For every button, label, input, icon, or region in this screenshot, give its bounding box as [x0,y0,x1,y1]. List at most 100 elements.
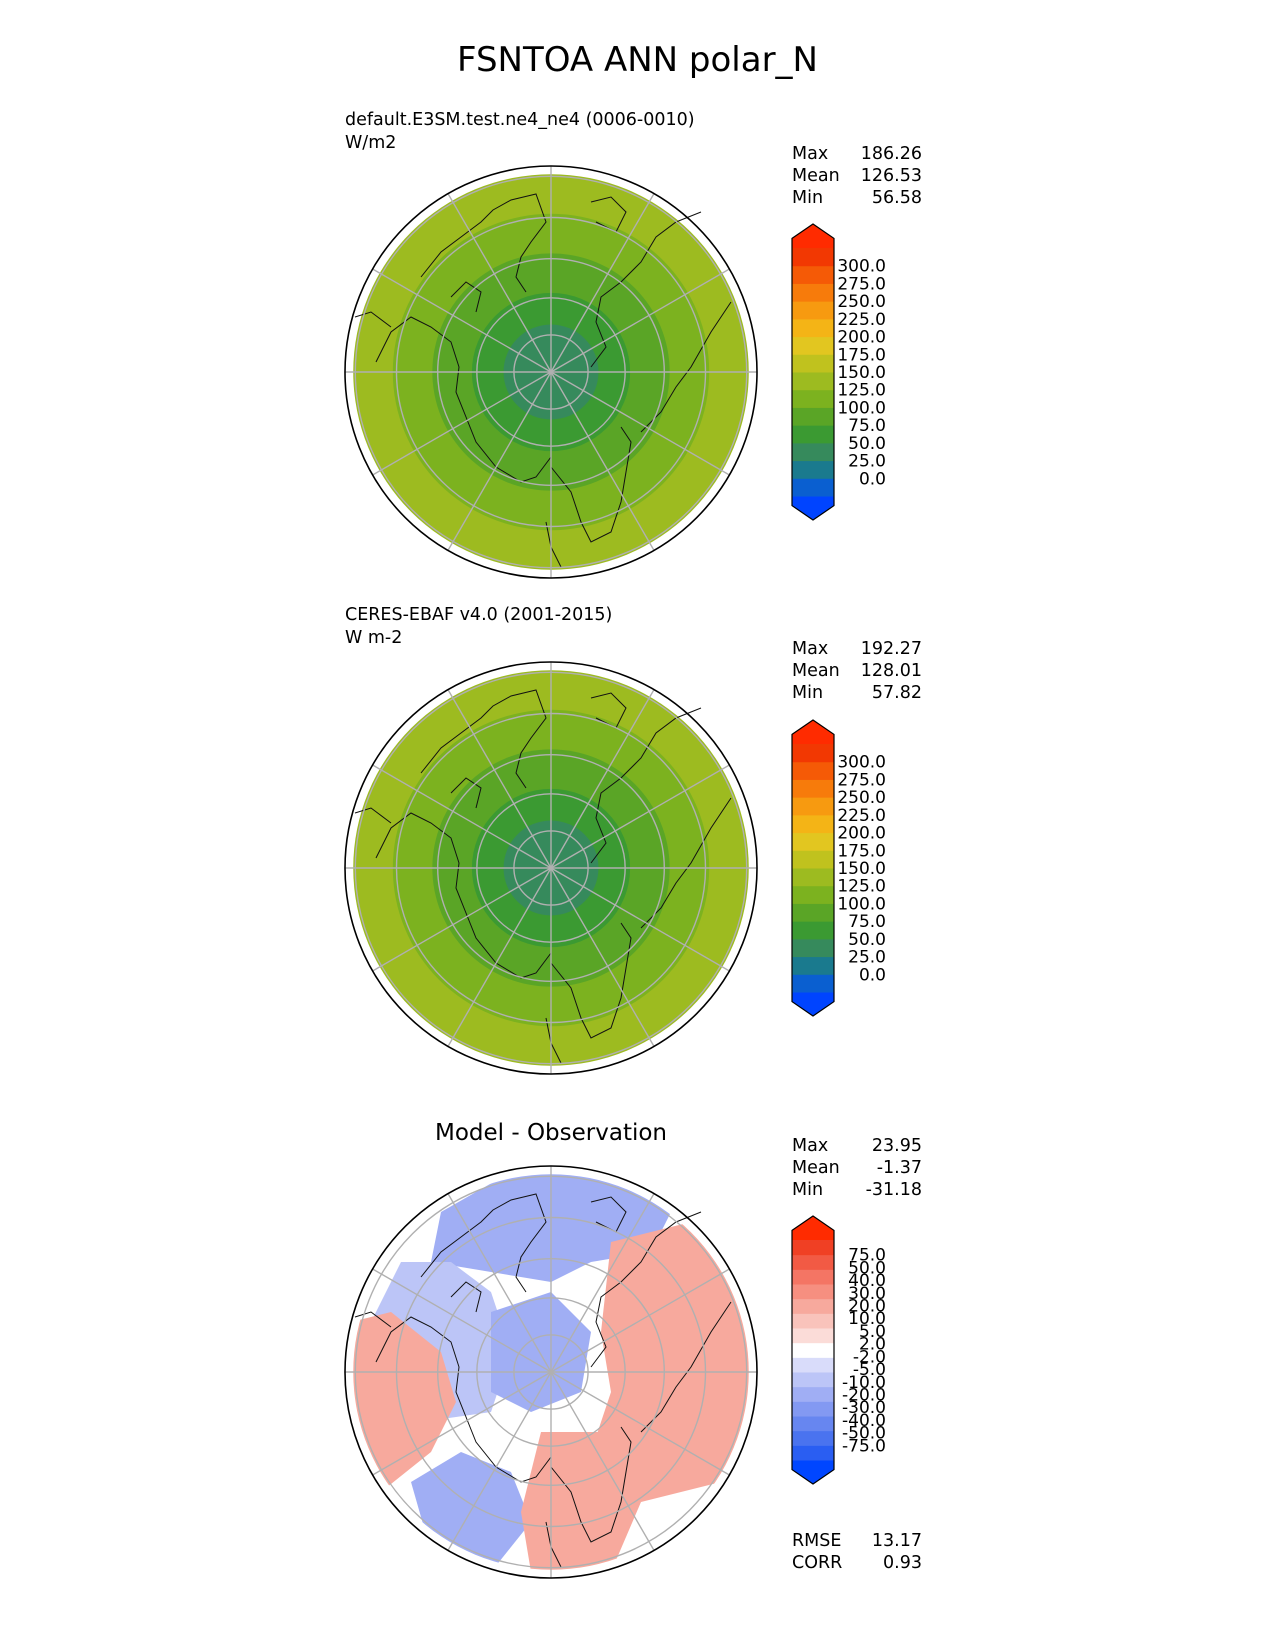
colorbar-swatch [792,248,834,267]
coastline-alaska [354,1311,392,1328]
meridian-line [550,689,655,869]
field-region-canada [353,1312,456,1492]
coastline-siberia [640,797,732,929]
coastline-scandinavia [550,426,632,543]
colorbar-tick-label: 0.0 [859,965,886,985]
coastlines [354,1193,732,1568]
graticule [345,166,757,578]
meridian-line [550,371,730,476]
meridian-line [447,193,552,373]
colorbar-swatch [792,389,834,408]
colorbar-swatch [792,1240,834,1256]
colorbar-tick-label: 150.0 [837,363,886,383]
coastline-greenland [420,1193,547,1293]
figure-title: FSNTOA ANN polar_N [457,40,818,80]
colorbar-tick-label: 5.0 [859,1322,886,1342]
meridian-line [550,193,655,373]
coastline-siberia-east [590,1211,702,1368]
meridian-line [372,764,552,869]
colorbar-tick-label: 25.0 [848,948,886,968]
meridian-line [550,867,655,1047]
colorbar-tick-label: 300.0 [837,753,886,773]
map-boundary [344,1165,758,1579]
colorbar-tick-label: 30.0 [848,1284,886,1304]
colorbar-tick-label: 225.0 [837,806,886,826]
colorbar-tick-label: 2.0 [859,1335,886,1355]
colorbar-tick-label: -5.0 [853,1360,886,1380]
colorbar: 300.0275.0250.0225.0200.0175.0150.0125.0… [791,223,886,521]
colorbar-tick-label: 10.0 [848,1309,886,1329]
meridian-line [447,867,552,1047]
colorbar-tick-label: -50.0 [842,1424,886,1444]
colorbar-tick-label: 100.0 [837,894,886,914]
meridian-line [550,1268,730,1373]
colorbar-tick-label: 25.0 [848,452,886,472]
meridian-line [372,371,552,476]
colorbar-extension-min [792,496,834,520]
colorbar-swatch [792,1386,834,1402]
colorbar-swatch [792,921,834,940]
colorbar-swatch [792,265,834,284]
colorbar-swatch [792,407,834,426]
field-region-siberia [591,1222,749,1502]
colorbar-tick-label: 200.0 [837,824,886,844]
colorbar-tick-label: 175.0 [837,841,886,861]
colorbar-extension-min [792,1460,834,1484]
map-boundary [344,661,758,1075]
colorbar-tick-label: 50.0 [848,1258,886,1278]
colorbar-swatch [792,956,834,975]
colorbar-swatch [792,478,834,497]
map-panel [344,661,758,1075]
colorbar-swatch [792,1254,834,1270]
colorbar-tick-label: 125.0 [837,381,886,401]
colorbar: 300.0275.0250.0225.0200.0175.0150.0125.0… [791,719,886,1017]
coastline-siberia-east [590,211,702,368]
colorbar-tick-label: 75.0 [848,912,886,932]
map-boundary [344,165,758,579]
colorbar-tick-label: 125.0 [837,877,886,897]
colorbar-tick-label: 75.0 [848,1246,886,1266]
coastline-canada [375,1316,552,1483]
colorbar-tick-label: 200.0 [837,328,886,348]
colorbar-tick-label: 150.0 [837,859,886,879]
colorbar-swatch [792,938,834,958]
colorbar-swatch [792,761,834,780]
colorbar-swatch [792,442,834,462]
colorbar-tick-label: 20.0 [848,1297,886,1317]
colorbar-tick-label: 225.0 [837,310,886,330]
map-panel [344,1165,758,1579]
map-panel [344,165,758,579]
coastline-siberia-east [590,707,702,864]
colorbar-swatch [792,1313,834,1329]
colorbar-tick-label: 75.0 [848,416,886,436]
colorbar-tick-label: -75.0 [842,1436,886,1456]
colorbar-tick-label: 275.0 [837,770,886,790]
coastlines [354,193,732,568]
colorbar-tick-label: 275.0 [837,274,886,294]
colorbar-swatch [792,797,834,816]
meridian-line [550,268,730,373]
colorbar-swatch [792,318,834,338]
colorbar-swatch [792,885,834,904]
colorbar-swatch [792,354,834,373]
meridian-line [447,689,552,869]
colorbar-swatch [792,974,834,993]
colorbar-outline [791,1215,835,1485]
colorbar-swatch [792,814,834,834]
coastline-scandinavia [550,1426,632,1543]
graticule [345,662,757,1074]
colorbar-swatch [792,1401,834,1417]
colorbar-swatch [792,850,834,869]
graticule [345,1166,757,1578]
meridian-line [447,1193,552,1373]
coastline-greenland [420,689,547,789]
colorbar-outline [791,719,835,1017]
meridian-line [372,268,552,373]
colorbar-tick-label: -2.0 [853,1347,886,1367]
colorbar-extension-max [792,224,834,248]
field-region-pole [491,1292,591,1412]
meridian-line [550,371,655,551]
colorbar-swatch [792,1328,834,1344]
coastline-arctic-islands [450,777,482,809]
